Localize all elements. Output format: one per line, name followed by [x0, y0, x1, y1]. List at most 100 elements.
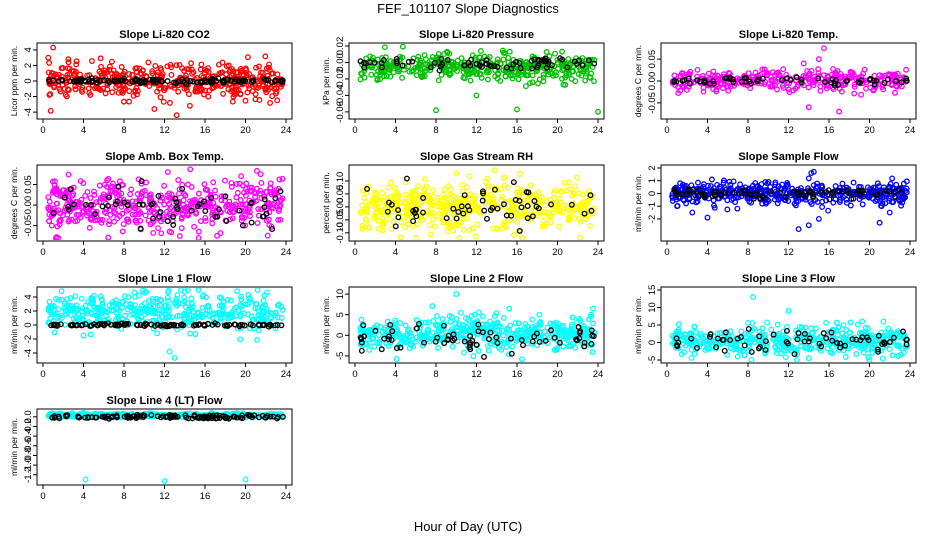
- data-point: [467, 191, 474, 198]
- data-point: [776, 330, 782, 337]
- data-point: [898, 79, 905, 86]
- outlier-point: [810, 168, 817, 175]
- x-tick-label: 24: [593, 247, 604, 258]
- data-point: [798, 76, 805, 83]
- y-tick-label: -0.06: [335, 101, 346, 123]
- data-point: [241, 322, 248, 329]
- data-point: [225, 86, 232, 93]
- panel-title: Slope Line 3 Flow: [742, 273, 835, 285]
- data-point: [682, 342, 689, 349]
- data-point: [272, 191, 279, 198]
- data-point: [188, 300, 195, 307]
- x-tick-label: 4: [393, 369, 398, 380]
- data-point: [875, 332, 882, 339]
- data-point: [515, 320, 522, 327]
- y-tick-label: 0.05: [647, 50, 658, 69]
- data-point: [190, 69, 197, 76]
- data-point: [585, 57, 592, 64]
- data-point: [262, 86, 269, 93]
- data-point: [795, 192, 801, 199]
- data-point: [262, 302, 268, 308]
- data-point: [105, 175, 112, 182]
- data-point: [445, 332, 452, 339]
- y-tick-label: 0.00: [335, 198, 346, 217]
- data-point: [205, 302, 212, 309]
- data-point: [490, 225, 497, 232]
- data-point: [827, 349, 834, 356]
- data-point: [399, 209, 406, 216]
- outlier-point: [65, 56, 72, 63]
- data-point: [51, 329, 58, 336]
- data-point: [224, 207, 231, 214]
- data-point: [205, 203, 212, 210]
- x-tick-label: 24: [281, 369, 292, 380]
- data-point: [510, 61, 517, 68]
- data-point: [279, 175, 286, 182]
- data-point: [96, 68, 103, 75]
- data-point: [783, 339, 790, 345]
- data-point: [542, 55, 549, 62]
- data-point: [267, 185, 274, 192]
- data-point: [470, 353, 477, 360]
- data-point: [485, 336, 492, 342]
- data-point: [540, 74, 547, 81]
- data-point: [712, 188, 719, 195]
- data-point: [452, 196, 459, 203]
- data-point: [188, 207, 195, 214]
- data-point: [99, 203, 106, 210]
- data-point: [501, 174, 508, 181]
- data-point: [232, 201, 239, 208]
- data-point: [208, 194, 215, 201]
- data-point: [679, 70, 685, 77]
- data-point: [762, 346, 769, 353]
- data-point: [64, 65, 71, 72]
- data-point: [68, 216, 75, 223]
- data-point: [551, 187, 558, 194]
- outlier-point: [750, 294, 757, 300]
- data-point: [784, 75, 790, 82]
- data-point: [105, 194, 112, 201]
- data-point: [436, 197, 443, 204]
- data-point: [861, 66, 868, 73]
- outlier-point: [795, 226, 802, 233]
- data-point: [141, 289, 148, 296]
- data-point: [500, 201, 507, 208]
- outlier-point: [171, 354, 178, 361]
- data-point: [381, 335, 388, 342]
- data-point: [497, 185, 504, 192]
- data-point: [567, 61, 574, 68]
- data-point: [397, 320, 404, 327]
- data-point: [689, 186, 696, 193]
- data-point: [830, 192, 837, 199]
- data-point: [132, 78, 139, 84]
- data-point: [53, 296, 60, 302]
- data-point: [248, 313, 255, 320]
- data-point: [798, 79, 805, 86]
- data-point: [686, 80, 693, 87]
- data-point: [882, 200, 889, 207]
- data-point: [880, 184, 887, 191]
- data-point: [242, 222, 249, 229]
- data-point: [843, 332, 849, 339]
- data-point: [276, 206, 283, 212]
- data-point: [427, 231, 434, 238]
- data-point: [460, 213, 467, 219]
- data-point: [896, 198, 903, 205]
- data-point: [263, 189, 270, 196]
- data-point: [51, 322, 58, 329]
- data-point: [553, 72, 559, 79]
- data-point: [169, 314, 176, 321]
- data-point: [581, 343, 588, 350]
- outlier-point: [876, 219, 883, 226]
- data-point: [135, 308, 142, 315]
- data-point: [670, 78, 677, 85]
- data-point: [212, 320, 218, 327]
- data-point: [833, 76, 839, 83]
- data-point: [471, 203, 478, 210]
- data-point: [485, 184, 491, 191]
- data-point: [382, 67, 389, 73]
- data-point: [108, 58, 115, 65]
- data-point: [764, 71, 771, 78]
- data-point: [430, 187, 436, 194]
- data-point: [897, 334, 903, 341]
